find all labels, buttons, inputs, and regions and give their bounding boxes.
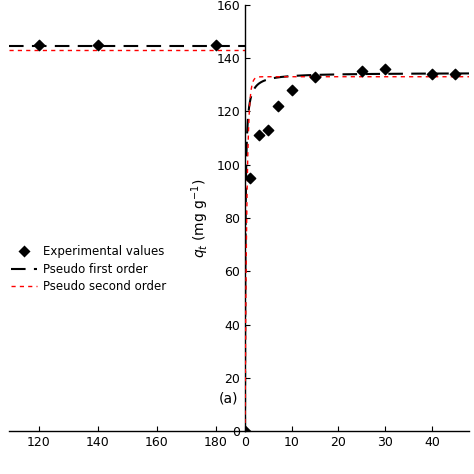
Point bbox=[255, 132, 263, 139]
Point bbox=[428, 70, 436, 78]
Point bbox=[358, 68, 365, 75]
Point bbox=[311, 73, 319, 81]
Point bbox=[451, 70, 459, 78]
Y-axis label: $q_t$ (mg g$^{-1}$): $q_t$ (mg g$^{-1}$) bbox=[189, 178, 210, 258]
Point bbox=[264, 126, 272, 134]
Point bbox=[241, 428, 249, 435]
Point bbox=[288, 86, 295, 94]
Point bbox=[274, 102, 282, 110]
Legend: Experimental values, Pseudo first order, Pseudo second order: Experimental values, Pseudo first order,… bbox=[11, 245, 166, 293]
Point bbox=[212, 41, 219, 48]
Point bbox=[382, 65, 389, 73]
Point bbox=[246, 174, 254, 182]
Point bbox=[35, 41, 43, 48]
Text: (a): (a) bbox=[219, 392, 238, 406]
Point bbox=[94, 41, 101, 48]
